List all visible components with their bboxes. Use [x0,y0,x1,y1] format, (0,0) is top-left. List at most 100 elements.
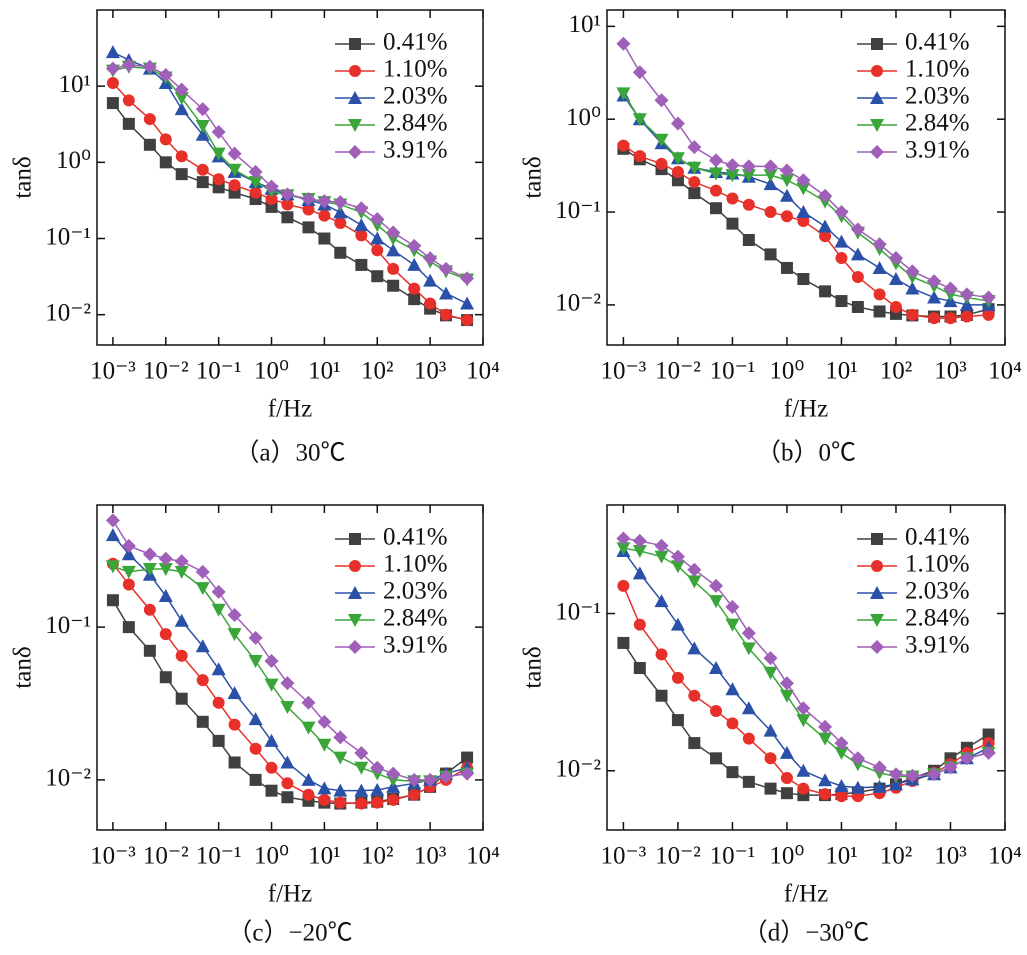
marker [688,176,701,189]
marker [349,533,361,545]
marker [354,201,369,216]
marker [725,600,740,615]
marker [105,560,120,574]
marker [227,163,242,177]
marker [122,94,135,107]
marker [211,603,226,617]
caption: （a）30℃ [234,439,345,467]
marker [439,261,454,276]
marker [617,579,630,592]
marker [779,174,794,188]
x-axis-label: f/Hz [268,881,312,908]
marker [302,203,315,216]
marker [819,230,832,243]
marker [105,61,120,76]
marker [818,188,833,203]
marker [687,575,702,589]
marker [248,630,263,645]
marker [349,560,361,572]
x-tick-label: 10⁻¹ [710,358,756,385]
marker [905,264,920,279]
marker [655,648,668,661]
marker [301,772,316,786]
marker [348,119,362,132]
marker [174,613,189,627]
marker [280,755,295,769]
marker [688,689,701,702]
marker [819,285,832,298]
legend-label: 1.10% [905,551,970,578]
marker [796,714,811,728]
marker [725,618,740,632]
marker [281,777,294,790]
marker [870,145,884,159]
marker [779,676,794,691]
marker [280,701,295,715]
y-tick-label: 10⁻² [45,765,91,792]
legend-label: 2.03% [905,578,970,605]
marker [212,696,225,709]
marker [780,787,793,800]
y-axis-label: tanδ [10,156,37,198]
marker [742,234,755,247]
y-tick-label: 10⁻¹ [45,612,91,639]
marker [175,692,188,705]
marker [633,662,646,675]
marker [302,221,315,234]
marker [818,773,833,787]
marker [211,662,226,676]
legend-label: 2.03% [383,578,448,605]
marker [228,756,241,769]
marker [227,608,242,623]
legend-label: 0.41% [905,29,970,56]
legend-label: 3.91% [383,632,448,659]
marker [370,212,385,227]
x-tick-label: 10¹ [308,843,341,870]
marker [632,113,647,127]
legend-label: 2.03% [905,83,970,110]
marker [143,113,156,126]
marker [687,562,702,577]
marker [195,582,210,596]
marker [334,796,347,809]
marker [158,563,173,577]
marker [227,628,242,642]
y-tick-label: 10¹ [569,11,602,38]
marker [670,549,685,564]
x-tick-label: 10⁻² [655,843,701,870]
marker [726,192,739,205]
marker [349,65,361,77]
marker [834,778,849,792]
marker [228,718,241,731]
marker [265,784,278,797]
marker [943,281,958,296]
marker [633,618,646,631]
marker [196,715,209,728]
x-tick-label: 10⁻² [143,358,189,385]
marker [927,274,942,289]
marker [370,760,385,775]
x-tick-label: 10⁴ [466,358,500,385]
marker [870,119,884,132]
marker [779,188,794,202]
marker [318,232,331,245]
marker [927,290,942,304]
marker [264,678,279,692]
marker [174,82,189,97]
legend-label: 3.91% [905,632,970,659]
marker [460,766,475,781]
marker [440,308,453,321]
y-tick-label: 10⁻¹ [555,598,601,625]
marker [888,767,903,782]
marker [850,222,865,237]
marker [632,533,647,548]
marker [175,150,188,163]
plot-frame [96,9,484,346]
marker [797,782,810,795]
marker [265,193,278,206]
marker [819,788,832,801]
marker [742,775,755,788]
x-tick-label: 10⁻¹ [196,843,242,870]
marker [354,761,369,775]
marker [850,751,865,766]
